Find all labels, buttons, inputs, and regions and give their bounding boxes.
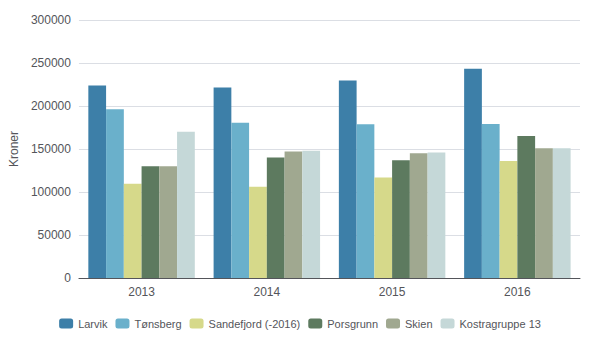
svg-text:Larvik: Larvik — [78, 318, 108, 330]
svg-text:300000: 300000 — [31, 13, 71, 27]
svg-text:Porsgrunn: Porsgrunn — [327, 318, 378, 330]
svg-text:0: 0 — [64, 271, 71, 285]
svg-text:Skien: Skien — [405, 318, 433, 330]
svg-text:Kroner: Kroner — [7, 131, 21, 167]
svg-text:150000: 150000 — [31, 142, 71, 156]
svg-text:2015: 2015 — [379, 285, 406, 299]
svg-text:250000: 250000 — [31, 56, 71, 70]
svg-text:2014: 2014 — [253, 285, 280, 299]
svg-text:2016: 2016 — [504, 285, 531, 299]
svg-text:100000: 100000 — [31, 185, 71, 199]
svg-text:Kostragruppe 13: Kostragruppe 13 — [460, 318, 541, 330]
svg-text:Sandefjord (-2016): Sandefjord (-2016) — [209, 318, 301, 330]
svg-text:2013: 2013 — [128, 285, 155, 299]
svg-text:200000: 200000 — [31, 99, 71, 113]
svg-text:Tønsberg: Tønsberg — [134, 318, 181, 330]
svg-text:50000: 50000 — [38, 228, 72, 242]
